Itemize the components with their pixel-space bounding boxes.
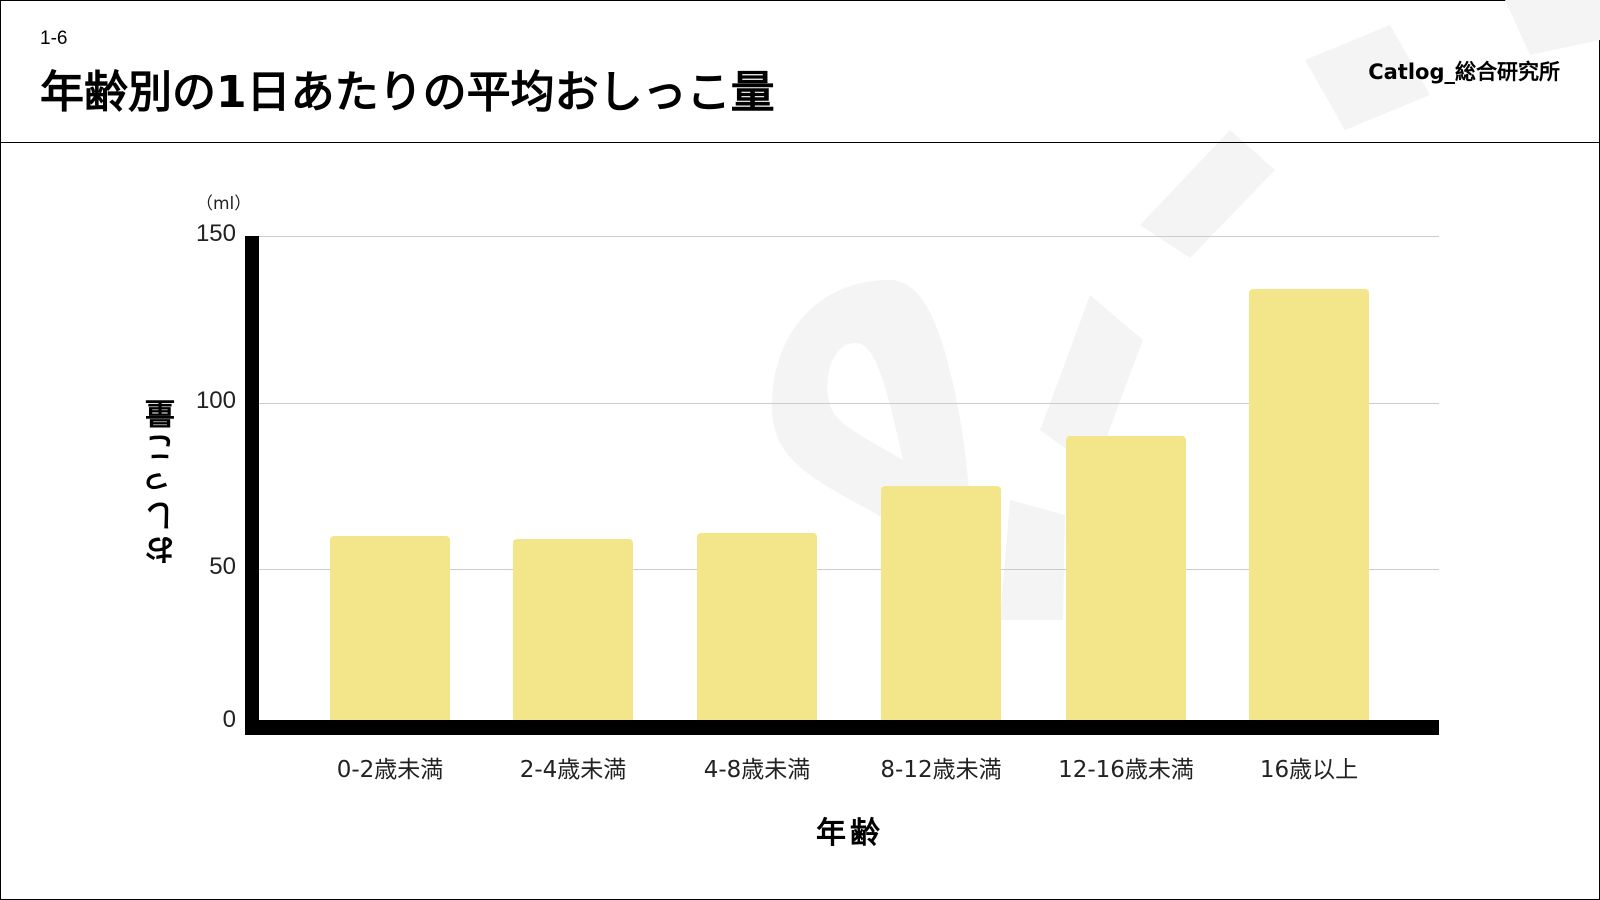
- bar: [1249, 289, 1369, 720]
- y-tick-label: 50: [209, 553, 236, 581]
- x-axis-line: [245, 720, 1439, 735]
- brand-logo: Catlog_総合研究所: [1368, 60, 1560, 84]
- y-tick-label: 150: [195, 220, 236, 247]
- bar: [1066, 436, 1186, 720]
- bar: [881, 486, 1001, 720]
- bar: [513, 539, 633, 720]
- y-axis-unit: （ml）: [196, 194, 252, 214]
- y-tick-label: 0: [222, 706, 236, 733]
- slide-header: 1-6 年齢別の1日あたりの平均おしっこ量 Catlog_総合研究所: [0, 0, 1600, 143]
- y-axis-label: おしっこ量: [146, 395, 181, 565]
- x-tick-label: 16歳以上: [1259, 757, 1359, 783]
- section-number: 1-6: [40, 28, 68, 49]
- gridline: [259, 236, 1439, 237]
- x-tick-label: 2-4歳未満: [519, 757, 627, 783]
- x-tick-label: 12-16歳未満: [1058, 757, 1194, 783]
- page-title: 年齢別の1日あたりの平均おしっこ量: [40, 67, 775, 118]
- x-tick-label: 8-12歳未満: [880, 757, 1002, 783]
- x-tick-label: 0-2歳未満: [336, 757, 444, 783]
- y-tick-label: 100: [195, 386, 236, 414]
- bar: [330, 536, 450, 720]
- x-tick-label: 4-8歳未満: [703, 757, 811, 783]
- gridline: [259, 569, 1439, 570]
- bar: [697, 533, 817, 720]
- gridline: [259, 403, 1439, 404]
- x-axis-label: 年齢: [816, 816, 884, 851]
- y-axis-line: [245, 236, 259, 735]
